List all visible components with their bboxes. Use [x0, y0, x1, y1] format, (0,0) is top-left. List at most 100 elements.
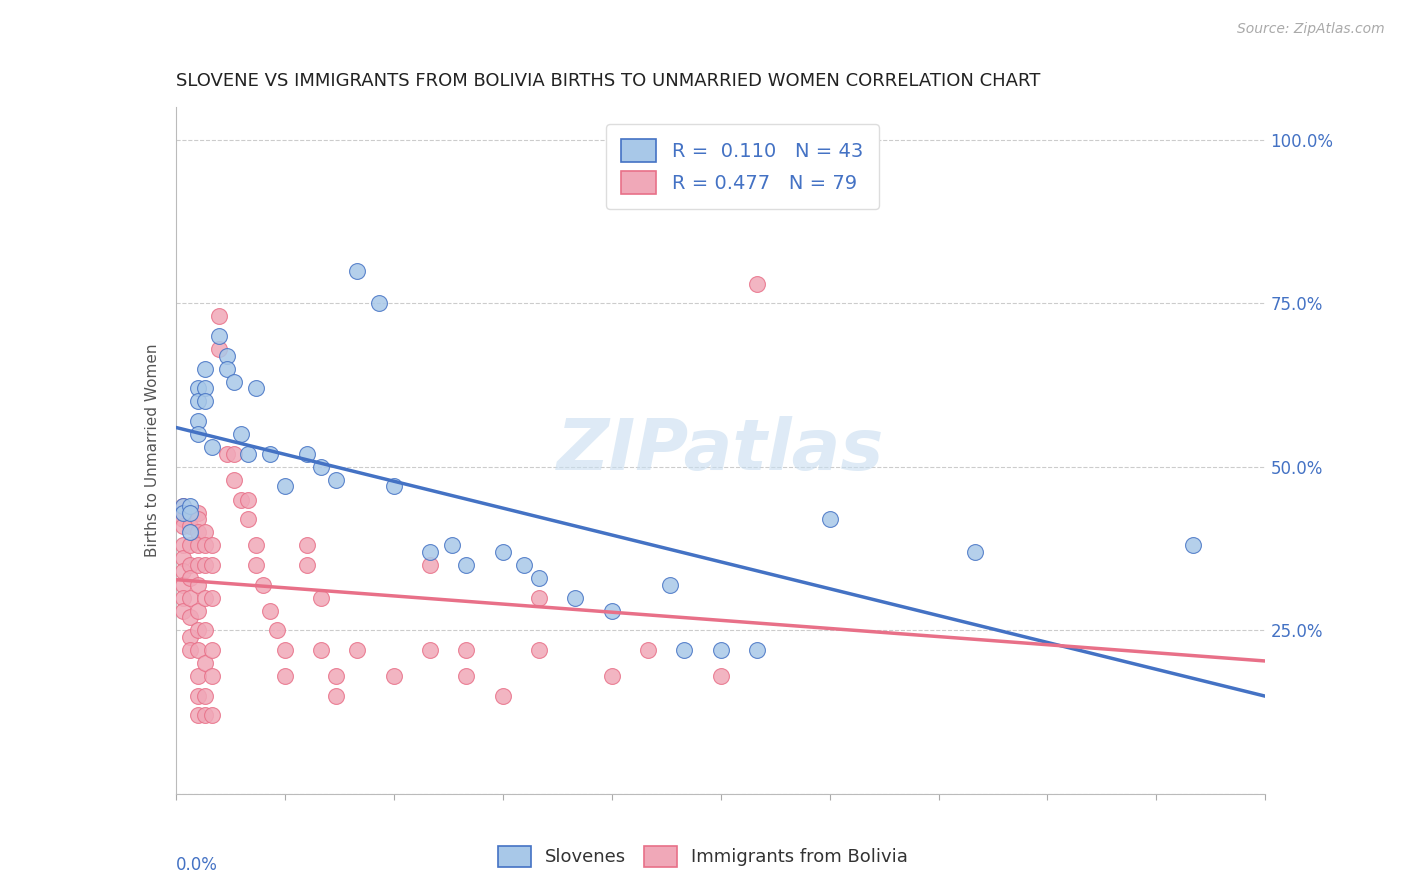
Point	[564, 591, 586, 605]
Point	[1181, 538, 1204, 552]
Point	[325, 689, 347, 703]
Point	[963, 545, 986, 559]
Point	[201, 558, 224, 572]
Point	[231, 427, 253, 442]
Point	[172, 499, 194, 513]
Point	[456, 643, 478, 657]
Point	[186, 604, 209, 618]
Point	[245, 381, 267, 395]
Point	[201, 669, 224, 683]
Point	[172, 551, 194, 566]
Text: ZIPatlas: ZIPatlas	[557, 416, 884, 485]
Point	[179, 610, 201, 624]
Point	[382, 669, 405, 683]
Point	[346, 263, 368, 277]
Point	[194, 525, 217, 540]
Point	[492, 689, 515, 703]
Point	[710, 643, 733, 657]
Point	[179, 538, 201, 552]
Point	[325, 669, 347, 683]
Point	[179, 525, 201, 540]
Point	[658, 577, 681, 591]
Point	[194, 538, 217, 552]
Point	[309, 643, 332, 657]
Point	[179, 643, 201, 657]
Point	[309, 591, 332, 605]
Y-axis label: Births to Unmarried Women: Births to Unmarried Women	[145, 343, 160, 558]
Point	[194, 381, 217, 395]
Point	[419, 643, 441, 657]
Point	[172, 518, 194, 533]
Point	[710, 669, 733, 683]
Point	[194, 624, 217, 638]
Point	[818, 512, 841, 526]
Point	[186, 525, 209, 540]
Point	[215, 361, 238, 376]
Point	[186, 394, 209, 409]
Point	[172, 506, 194, 520]
Point	[194, 394, 217, 409]
Point	[368, 296, 391, 310]
Legend: Slovenes, Immigrants from Bolivia: Slovenes, Immigrants from Bolivia	[491, 838, 915, 874]
Point	[238, 512, 260, 526]
Point	[186, 624, 209, 638]
Point	[186, 506, 209, 520]
Point	[527, 591, 550, 605]
Point	[179, 558, 201, 572]
Point	[274, 643, 297, 657]
Point	[600, 604, 623, 618]
Point	[215, 349, 238, 363]
Point	[440, 538, 463, 552]
Point	[456, 558, 478, 572]
Point	[231, 492, 253, 507]
Point	[245, 538, 267, 552]
Point	[673, 643, 696, 657]
Point	[527, 571, 550, 585]
Point	[172, 565, 194, 579]
Point	[419, 545, 441, 559]
Point	[186, 577, 209, 591]
Point	[172, 604, 194, 618]
Point	[194, 708, 217, 723]
Point	[309, 459, 332, 474]
Point	[252, 577, 274, 591]
Text: 0.0%: 0.0%	[176, 855, 218, 873]
Point	[513, 558, 536, 572]
Point	[186, 558, 209, 572]
Legend: R =  0.110   N = 43, R = 0.477   N = 79: R = 0.110 N = 43, R = 0.477 N = 79	[606, 124, 879, 210]
Point	[208, 342, 231, 356]
Point	[186, 427, 209, 442]
Point	[745, 643, 768, 657]
Point	[222, 473, 245, 487]
Point	[346, 643, 368, 657]
Point	[201, 591, 224, 605]
Point	[179, 630, 201, 644]
Point	[172, 538, 194, 552]
Point	[238, 447, 260, 461]
Point	[266, 624, 288, 638]
Point	[208, 329, 231, 343]
Point	[194, 591, 217, 605]
Point	[186, 414, 209, 428]
Point	[295, 538, 318, 552]
Point	[179, 571, 201, 585]
Point	[745, 277, 768, 291]
Point	[201, 440, 224, 454]
Point	[600, 669, 623, 683]
Point	[172, 577, 194, 591]
Point	[259, 447, 281, 461]
Point	[274, 479, 297, 493]
Point	[201, 643, 224, 657]
Point	[186, 512, 209, 526]
Point	[259, 604, 281, 618]
Point	[222, 375, 245, 389]
Point	[186, 538, 209, 552]
Point	[186, 689, 209, 703]
Point	[172, 499, 194, 513]
Point	[238, 492, 260, 507]
Point	[194, 361, 217, 376]
Point	[201, 538, 224, 552]
Text: SLOVENE VS IMMIGRANTS FROM BOLIVIA BIRTHS TO UNMARRIED WOMEN CORRELATION CHART: SLOVENE VS IMMIGRANTS FROM BOLIVIA BIRTH…	[176, 72, 1040, 90]
Point	[245, 558, 267, 572]
Point	[208, 310, 231, 324]
